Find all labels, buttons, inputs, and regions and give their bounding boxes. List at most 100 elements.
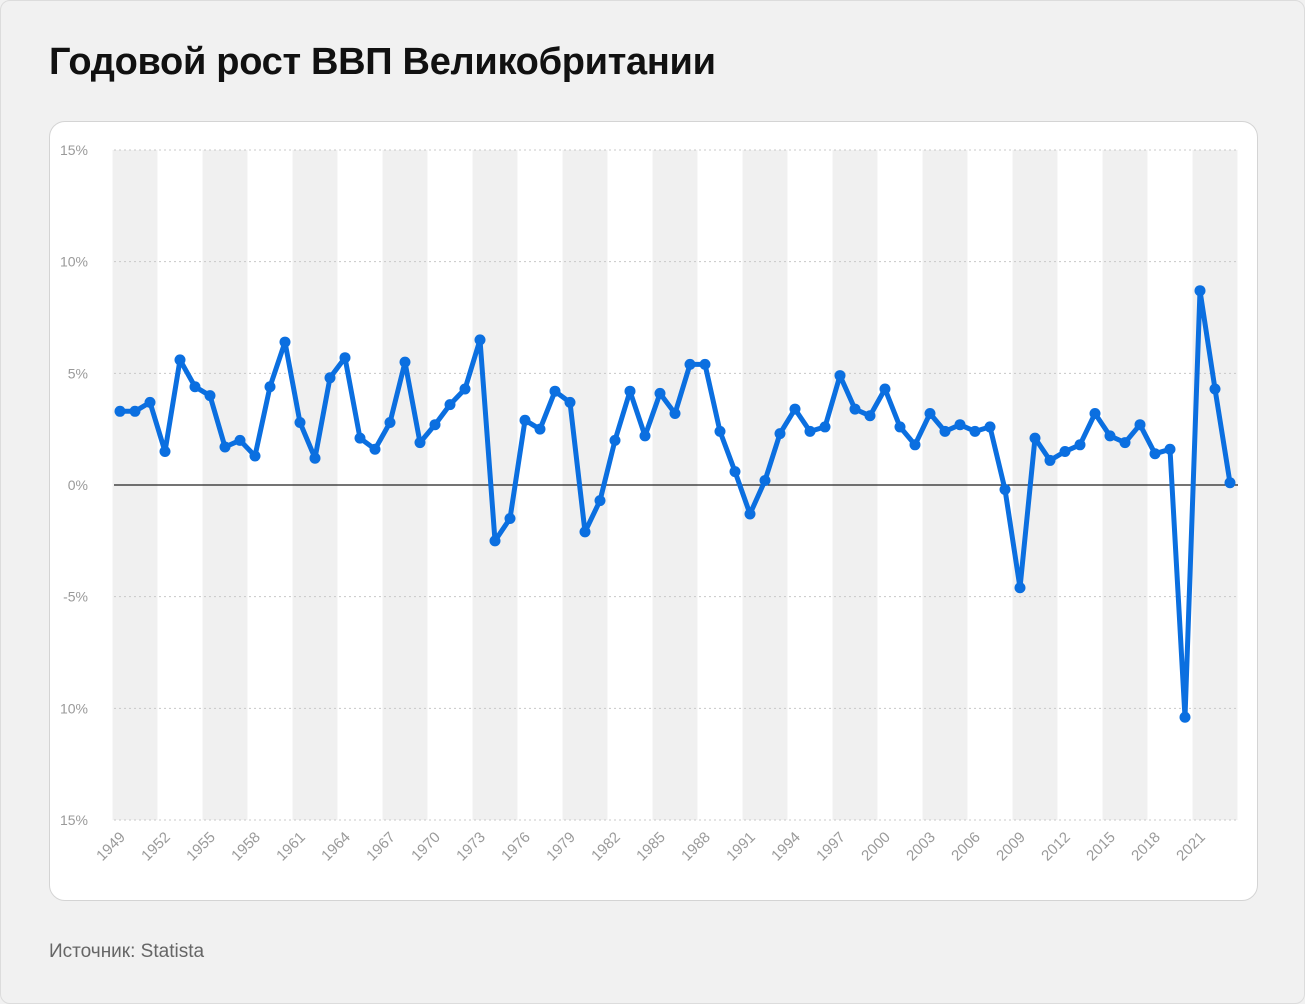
data-point [1224, 477, 1236, 489]
x-tick-label: 1949 [93, 829, 129, 865]
data-point [309, 452, 321, 464]
data-point [1074, 439, 1086, 451]
data-point [909, 439, 921, 451]
x-tick-label: 2000 [858, 829, 894, 865]
x-tick-label: 1973 [453, 829, 489, 865]
x-tick-label: 2018 [1128, 829, 1164, 865]
data-point [504, 513, 516, 524]
data-point [534, 423, 546, 435]
x-axis-ticks: 1949 1952 1955 1958 1961 1964 1967 1970 1973 1976… [93, 829, 1209, 865]
data-point [879, 383, 891, 395]
data-point [729, 466, 741, 478]
y-tick-label: 10% [60, 254, 88, 270]
data-point [1134, 419, 1146, 431]
data-point [1059, 446, 1071, 457]
data-point [339, 352, 351, 364]
data-point [594, 495, 606, 507]
x-tick-label: 1955 [183, 829, 219, 865]
y-tick-label: 10% [60, 700, 88, 716]
data-point [1209, 383, 1221, 395]
data-point [1044, 454, 1056, 466]
x-tick-label: 1982 [588, 829, 624, 865]
data-point [1014, 582, 1026, 594]
x-tick-label: 2009 [993, 829, 1029, 865]
data-point [639, 430, 651, 442]
x-tick-label: 2012 [1038, 829, 1074, 865]
data-point [804, 425, 816, 437]
data-point [1119, 437, 1131, 449]
data-point [429, 419, 441, 431]
data-point [699, 358, 711, 370]
line-chart: 15% 10% 5% 0% -5% 10% 15% 1949 1952 1955 1958 1961… [60, 142, 1238, 865]
data-point [279, 336, 291, 348]
data-point [369, 443, 381, 455]
x-tick-label: 1988 [678, 829, 714, 865]
x-tick-label: 1958 [228, 829, 264, 865]
data-point [969, 425, 981, 437]
data-point [144, 396, 156, 408]
data-point [939, 425, 951, 437]
data-point [579, 526, 591, 538]
data-point [234, 434, 246, 446]
data-point [609, 434, 621, 446]
data-point [744, 508, 756, 520]
data-point [399, 356, 411, 368]
x-tick-label: 1976 [498, 829, 534, 865]
data-point [834, 370, 846, 382]
gridlines [114, 149, 1238, 821]
data-point [219, 441, 231, 453]
data-point [1104, 430, 1116, 442]
data-point [519, 414, 531, 426]
x-tick-label: 2021 [1173, 829, 1209, 865]
data-point [1089, 408, 1101, 420]
data-point [624, 385, 636, 397]
data-point [489, 535, 501, 547]
data-point [249, 450, 261, 462]
data-point [354, 432, 366, 444]
data-point [894, 421, 906, 433]
data-point [759, 475, 771, 487]
y-tick-label: 15% [60, 142, 88, 158]
chart-title: Годовой рост ВВП Великобритании [49, 41, 716, 83]
data-point [129, 405, 141, 417]
data-point [849, 403, 861, 415]
data-point [1164, 443, 1176, 455]
y-tick-label: 15% [60, 812, 88, 828]
data-point [984, 421, 996, 433]
data-point [294, 416, 306, 428]
data-point [819, 421, 831, 433]
data-point [774, 428, 786, 440]
data-point [654, 387, 666, 399]
data-point [414, 437, 426, 449]
chart-card: 15% 10% 5% 0% -5% 10% 15% 1949 1952 1955 1958 1961… [49, 121, 1258, 901]
data-points [114, 285, 1236, 723]
data-point [264, 381, 276, 393]
data-point [459, 383, 471, 395]
data-point [789, 403, 801, 415]
y-tick-label: 0% [68, 477, 88, 493]
data-point [204, 390, 216, 402]
source-note: Источник: Statista [49, 941, 205, 962]
data-point [1029, 432, 1041, 444]
data-point [384, 416, 396, 428]
data-point [1194, 285, 1206, 297]
x-tick-label: 1979 [543, 829, 579, 865]
data-point [954, 419, 966, 431]
y-axis-ticks: 15% 10% 5% 0% -5% 10% 15% [60, 142, 88, 828]
x-tick-label: 2006 [948, 829, 984, 865]
x-tick-label: 1994 [768, 829, 804, 865]
x-tick-label: 1985 [633, 829, 669, 865]
y-tick-label: -5% [63, 589, 88, 605]
data-point [714, 425, 726, 437]
data-point [114, 405, 126, 417]
data-point [1149, 448, 1161, 460]
data-point [174, 354, 186, 366]
data-point [864, 410, 876, 422]
y-tick-label: 5% [68, 365, 88, 381]
x-tick-label: 1967 [363, 829, 399, 865]
x-tick-label: 1991 [723, 829, 759, 865]
data-point [444, 399, 456, 411]
data-point [474, 334, 486, 346]
data-point [159, 446, 171, 457]
